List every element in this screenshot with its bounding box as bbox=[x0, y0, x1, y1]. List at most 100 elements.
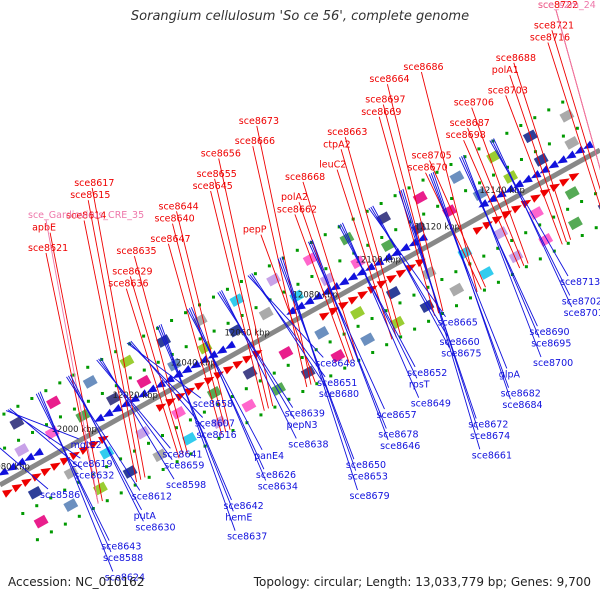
reverse-gene-arrow bbox=[24, 452, 36, 462]
ruler-label: 12000 kbp bbox=[52, 425, 97, 435]
ruler-label: 12060 kbp bbox=[225, 328, 270, 338]
gene-label: sce8679 bbox=[350, 491, 390, 502]
gene-feature bbox=[339, 231, 355, 246]
tick-mark bbox=[35, 538, 39, 542]
forward-gene-arrow bbox=[357, 290, 369, 300]
gene-label: sce8701 bbox=[564, 308, 600, 319]
tick-mark bbox=[315, 382, 319, 386]
forward-gene-arrow bbox=[155, 403, 167, 412]
gene-feature bbox=[567, 216, 583, 231]
reverse-gene-arrow bbox=[338, 277, 350, 286]
tick-mark bbox=[160, 434, 164, 438]
gene-feature bbox=[136, 374, 152, 389]
gene-leader-line bbox=[0, 447, 49, 490]
gene-label: panE4 bbox=[254, 451, 284, 462]
forward-gene-arrow bbox=[50, 462, 61, 471]
tick-mark bbox=[49, 496, 53, 500]
gene-feature bbox=[266, 272, 282, 287]
tick-mark bbox=[413, 327, 417, 331]
tick-mark bbox=[566, 207, 570, 211]
gene-leader-line bbox=[462, 155, 542, 358]
tick-mark bbox=[310, 274, 314, 278]
gene-label: sce8661 bbox=[472, 450, 512, 461]
gene-leader-line bbox=[49, 232, 103, 502]
gene-leader-line bbox=[96, 359, 171, 449]
gene-feature bbox=[119, 354, 135, 369]
gene-label: sce8706 bbox=[454, 98, 494, 109]
gene-leader-line bbox=[551, 30, 600, 191]
gene-leader-line bbox=[133, 255, 188, 454]
tick-mark bbox=[296, 282, 300, 286]
tick-mark bbox=[370, 317, 374, 321]
gene-leader-line bbox=[160, 323, 236, 531]
tick-mark bbox=[231, 429, 235, 433]
forward-gene-arrow bbox=[30, 473, 42, 482]
gene-label: sce8670 bbox=[408, 163, 448, 174]
tick-mark bbox=[436, 204, 440, 208]
tick-mark bbox=[566, 241, 570, 245]
forward-gene-arrow bbox=[328, 307, 340, 316]
gene-feature bbox=[99, 445, 115, 460]
gene-label: sce8659 bbox=[164, 461, 204, 472]
gene-label: polA2 bbox=[281, 192, 308, 203]
gene-leader-line bbox=[370, 206, 448, 337]
forward-gene-arrow bbox=[318, 312, 330, 321]
tick-mark bbox=[31, 430, 35, 434]
tick-mark bbox=[128, 376, 132, 380]
tick-mark bbox=[449, 162, 453, 166]
gene-label: sce_Gardiovirus_CRE_35 bbox=[28, 210, 144, 221]
forward-gene-arrow bbox=[549, 183, 561, 193]
gene-leader-line bbox=[167, 243, 223, 435]
gene-label: sce_s2m_24 bbox=[538, 0, 596, 11]
gene-label: sce8653 bbox=[348, 472, 388, 483]
tick-mark bbox=[133, 449, 137, 453]
gene-label: polA1 bbox=[492, 65, 519, 76]
forward-gene-arrow bbox=[405, 264, 417, 273]
gene-label: sce8632 bbox=[74, 471, 114, 482]
gene-label: sce8655 bbox=[197, 169, 237, 180]
gene-leader-line bbox=[505, 95, 563, 245]
gene-leader-line bbox=[513, 62, 572, 240]
map-root: 11980 kbp 12000 kbp 12020 kbp 12040 kbp 1206… bbox=[0, 0, 600, 583]
gene-feature bbox=[564, 186, 580, 200]
ruler-label: 12020 kbp bbox=[113, 391, 158, 401]
gene-label: sce8713 bbox=[560, 277, 600, 288]
forward-gene-arrow bbox=[511, 205, 522, 214]
tick-mark bbox=[184, 345, 188, 349]
forward-gene-arrow bbox=[40, 467, 52, 477]
tick-mark bbox=[524, 265, 528, 269]
tick-mark bbox=[547, 108, 551, 112]
tick-mark bbox=[188, 418, 192, 422]
gene-label: sce8665 bbox=[438, 318, 478, 329]
gene-leader-line bbox=[217, 292, 294, 408]
gene-feature bbox=[271, 382, 287, 396]
gene-label: sce8588 bbox=[103, 553, 143, 564]
gene-label: sce8660 bbox=[440, 337, 480, 348]
reverse-gene-arrow bbox=[530, 169, 542, 179]
reverse-gene-arrow bbox=[225, 340, 236, 349]
tick-mark bbox=[477, 147, 481, 151]
gene-leader-line bbox=[221, 290, 297, 439]
tick-mark bbox=[366, 243, 370, 247]
gene-feature bbox=[75, 409, 91, 423]
tick-mark bbox=[538, 223, 542, 227]
tick-mark bbox=[161, 468, 165, 472]
tick-mark bbox=[519, 157, 523, 161]
tick-mark bbox=[519, 123, 523, 127]
reverse-gene-arrow bbox=[94, 413, 105, 423]
gene-leader-line bbox=[311, 239, 389, 440]
gene-feature bbox=[258, 306, 274, 321]
gene-leader-line bbox=[461, 156, 540, 338]
gene-label: sce8646 bbox=[380, 441, 420, 452]
gene-leader-line bbox=[340, 149, 397, 338]
gene-leader-line bbox=[187, 309, 263, 451]
gene-label: sce8642 bbox=[224, 501, 264, 512]
tick-mark bbox=[114, 350, 118, 354]
reverse-gene-arrow bbox=[0, 467, 9, 476]
tick-mark bbox=[119, 457, 123, 461]
gene-label: sce8657 bbox=[377, 410, 417, 421]
forward-gene-arrow bbox=[395, 269, 407, 278]
forward-gene-arrow bbox=[530, 194, 541, 203]
tick-mark bbox=[282, 290, 286, 294]
tick-mark bbox=[142, 368, 146, 372]
